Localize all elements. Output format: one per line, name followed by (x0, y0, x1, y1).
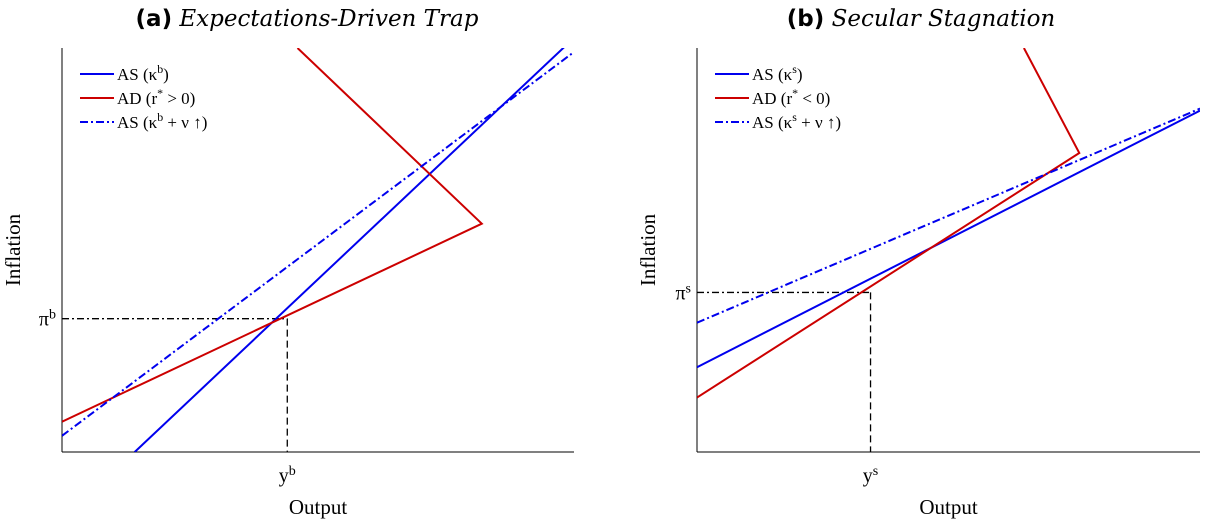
panel-a-chart: yb πb Output Inflation AS (κb)AD (r* > 0)AS … (1, 48, 574, 519)
panel-b-y-axis-label: Inflation (636, 213, 660, 286)
panel-a-title-text: Expectations-Driven Trap (179, 6, 479, 32)
panel-a-legend-label-2: AS (κb + ν ↑) (117, 110, 207, 132)
panel-b-title-text: Secular Stagnation (831, 6, 1056, 32)
panel-b-label: (b) (786, 6, 825, 32)
panel-b-chart: ys πs Output Inflation AS (κs)AD (r* < 0)AS … (636, 48, 1200, 519)
panel-a-x-tick-sup: b (289, 464, 296, 479)
panel-a: (a) Expectations-Driven Trap yb πb Output I… (0, 6, 614, 519)
panel-a-x-axis-label: Output (289, 495, 348, 519)
panel-b: (b) Secular Stagnation ys πs Output Inflati… (614, 0, 1228, 521)
panel-b-legend-label-2: AS (κs + ν ↑) (752, 110, 841, 132)
panel-b-legend-label-1: AD (r* < 0) (752, 86, 830, 108)
panel-a-x-tick-label: yb (279, 464, 296, 488)
panel-b-series-0-line (697, 109, 1200, 369)
panel-b-x-tick-label: ys (863, 464, 878, 488)
panel-a-legend-label-1: AD (r* > 0) (117, 86, 195, 108)
panel-a-series-1-line (62, 48, 484, 423)
panel-a-series-0-line (134, 48, 565, 452)
panel-a-series-2-line (62, 51, 574, 437)
panel-a-legend-label-0: AS (κb) (117, 62, 169, 84)
panel-b-y-tick-label: πs (675, 281, 691, 305)
panel-a-title: (a) Expectations-Driven Trap (0, 6, 614, 32)
panel-a-label: (a) (135, 6, 173, 32)
panel-a-legend-sup-2: b (157, 110, 163, 124)
panel-b-legend-sup-1: * (792, 86, 798, 100)
panel-b-legend-sup-2: s (792, 110, 797, 124)
panel-b-series-2-line (697, 107, 1200, 324)
panel-a-y-tick-label: πb (39, 307, 56, 331)
panel-a-y-tick-sup: b (49, 307, 56, 322)
panel-b-series-1-line (697, 48, 1081, 399)
panel-b-x-tick-sup: s (873, 464, 878, 479)
panel-b-title: (b) Secular Stagnation (614, 6, 1228, 32)
panel-b-x-axis-label: Output (919, 495, 978, 519)
panel-a-y-axis-label: Inflation (1, 213, 25, 286)
panel-a-legend-sup-0: b (157, 62, 163, 76)
panel-b-legend-sup-0: s (792, 62, 797, 76)
panel-b-y-tick-sup: s (686, 281, 691, 296)
panel-b-legend-label-0: AS (κs) (752, 62, 803, 84)
panel-a-legend-sup-1: * (157, 86, 163, 100)
